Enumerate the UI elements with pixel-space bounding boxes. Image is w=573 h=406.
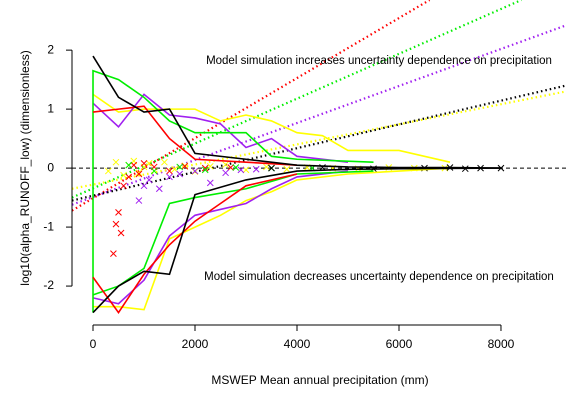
point <box>104 167 112 175</box>
y-axis-label: log10(alpha_RUNOFF_low) (dimensionless) <box>18 50 32 285</box>
point <box>283 165 291 173</box>
point <box>130 161 138 169</box>
point <box>191 167 199 175</box>
point <box>110 250 117 257</box>
point <box>166 173 173 181</box>
point <box>140 160 148 167</box>
point <box>263 163 270 171</box>
point <box>135 169 143 177</box>
envelope-line <box>92 167 501 314</box>
point <box>115 208 122 216</box>
point <box>120 182 127 190</box>
trend-line <box>72 24 566 206</box>
trend-line <box>72 90 566 190</box>
x-tick-label: 2000 <box>182 337 209 351</box>
trend-line <box>72 0 431 212</box>
point <box>237 166 245 174</box>
point <box>125 161 133 169</box>
annotation: Model simulation decreases uncertainty d… <box>204 271 554 283</box>
point <box>112 158 120 166</box>
point <box>140 182 148 190</box>
envelope-line <box>92 93 451 163</box>
point <box>227 164 235 171</box>
point <box>120 171 127 179</box>
plot-area <box>72 0 566 315</box>
point <box>145 160 153 167</box>
point <box>232 164 240 171</box>
point <box>150 167 158 175</box>
x-axis-label: MSWEP Mean annual precipitation (mm) <box>211 373 428 387</box>
point <box>252 165 260 173</box>
point <box>117 229 125 237</box>
point <box>166 167 173 175</box>
envelope-line <box>92 105 298 166</box>
point <box>206 179 214 187</box>
x-tick-label: 4000 <box>284 337 311 351</box>
point <box>176 163 184 171</box>
x-tick-label: 8000 <box>488 337 515 351</box>
point <box>497 164 505 172</box>
y-tick-label: 1 <box>47 101 54 115</box>
envelope-line <box>92 93 349 163</box>
point <box>222 161 229 168</box>
point <box>176 170 184 178</box>
point <box>155 185 163 193</box>
envelope-line <box>92 170 349 305</box>
point <box>206 162 214 170</box>
envelope-line <box>93 167 451 311</box>
point <box>125 173 133 181</box>
y-tick-label: -2 <box>43 278 54 292</box>
point <box>145 176 153 184</box>
point <box>222 169 229 177</box>
y-tick-label: 2 <box>47 42 54 56</box>
y-tick-label: 0 <box>47 160 54 174</box>
point <box>112 220 120 228</box>
x-tick-label: 6000 <box>386 337 413 351</box>
point <box>201 164 209 172</box>
point <box>135 197 143 204</box>
point <box>161 158 168 166</box>
y-tick-label: -1 <box>43 219 54 233</box>
point <box>268 164 275 172</box>
annotation: Model simulation increases uncertainty d… <box>206 55 552 67</box>
point <box>135 170 143 178</box>
point <box>201 166 209 174</box>
point <box>242 166 250 174</box>
envelope-line <box>92 55 501 169</box>
x-tick-label: 0 <box>90 337 97 351</box>
